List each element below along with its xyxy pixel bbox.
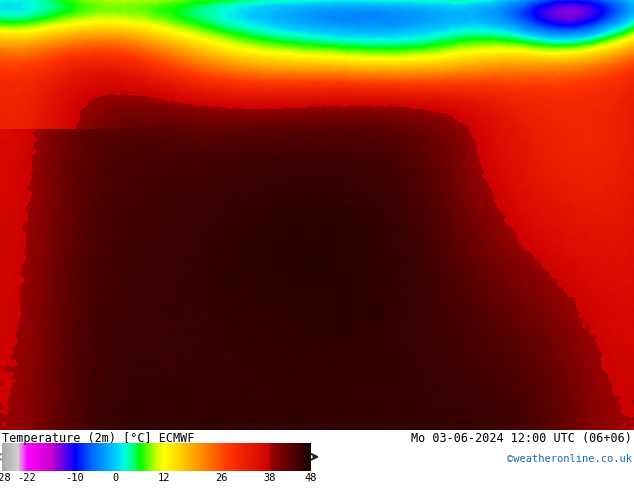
Text: -22: -22 xyxy=(17,473,36,483)
Text: 12: 12 xyxy=(158,473,171,483)
Text: Temperature (2m) [°C] ECMWF: Temperature (2m) [°C] ECMWF xyxy=(2,432,194,444)
Text: Mo 03-06-2024 12:00 UTC (06+06): Mo 03-06-2024 12:00 UTC (06+06) xyxy=(411,432,632,444)
Text: 48: 48 xyxy=(304,473,317,483)
Text: -10: -10 xyxy=(66,473,84,483)
Text: 26: 26 xyxy=(215,473,228,483)
Text: 38: 38 xyxy=(264,473,276,483)
Text: 0: 0 xyxy=(112,473,119,483)
Text: ©weatheronline.co.uk: ©weatheronline.co.uk xyxy=(507,454,632,464)
Text: -28: -28 xyxy=(0,473,11,483)
